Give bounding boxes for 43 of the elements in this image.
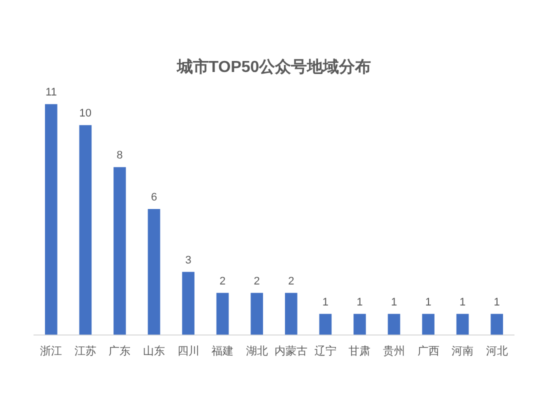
bar bbox=[44, 104, 58, 335]
data-label: 2 bbox=[220, 275, 226, 288]
x-tick-label: 广西 bbox=[417, 344, 440, 358]
x-tick-label: 山东 bbox=[143, 344, 165, 358]
x-tick-label: 福建 bbox=[212, 344, 234, 358]
x-tick-label: 甘肃 bbox=[348, 344, 371, 358]
bar bbox=[250, 292, 264, 335]
data-label: 1 bbox=[494, 296, 500, 308]
x-tick-label: 贵州 bbox=[383, 344, 405, 358]
bar bbox=[456, 314, 469, 335]
bar bbox=[490, 314, 504, 335]
chart-title: 城市TOP50公众号地域分布 bbox=[176, 58, 372, 76]
data-label: 8 bbox=[116, 150, 123, 162]
data-label: 11 bbox=[45, 86, 57, 99]
data-label: 10 bbox=[79, 108, 92, 120]
data-label: 3 bbox=[185, 254, 192, 266]
x-tick-label: 河北 bbox=[486, 344, 508, 358]
x-tick-label: 广东 bbox=[108, 344, 131, 358]
data-label: 1 bbox=[425, 296, 432, 308]
bar bbox=[388, 314, 400, 335]
x-tick-label: 江苏 bbox=[74, 344, 96, 358]
x-tick-label: 辽宁 bbox=[314, 344, 336, 358]
bar bbox=[148, 209, 160, 335]
bar bbox=[284, 292, 298, 335]
bar bbox=[354, 314, 366, 335]
data-label: 1 bbox=[322, 296, 328, 308]
data-label: 6 bbox=[150, 192, 158, 204]
data-label: 1 bbox=[356, 296, 363, 308]
x-tick-label: 内蒙古 bbox=[274, 344, 308, 358]
data-label: 1 bbox=[460, 296, 466, 308]
data-label: 1 bbox=[390, 296, 398, 308]
x-tick-label: 浙江 bbox=[40, 344, 62, 358]
data-label: 2 bbox=[288, 275, 294, 288]
x-tick-label: 湖北 bbox=[246, 344, 268, 358]
bar bbox=[79, 125, 92, 335]
bar bbox=[319, 314, 332, 335]
x-tick-label: 四川 bbox=[177, 344, 200, 358]
x-tick-label: 河南 bbox=[452, 344, 474, 358]
bar bbox=[422, 314, 434, 335]
data-label: 2 bbox=[254, 275, 260, 288]
bar bbox=[216, 292, 229, 335]
bar bbox=[114, 167, 126, 335]
bar bbox=[182, 272, 194, 335]
